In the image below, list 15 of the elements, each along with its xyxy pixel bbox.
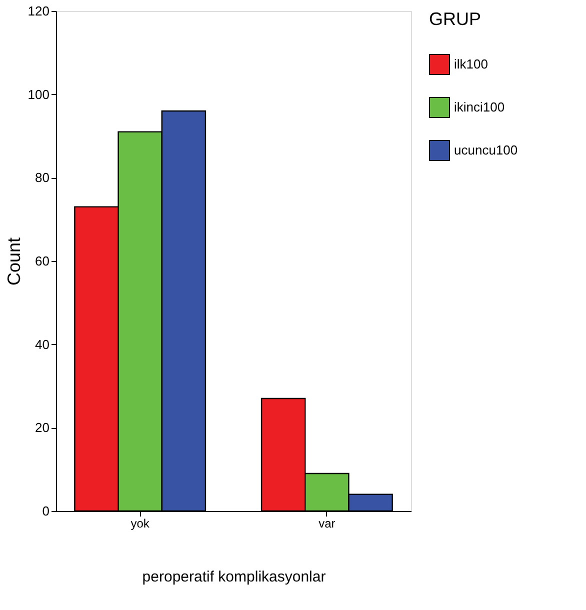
legend-label: ikinci100 [454, 100, 505, 114]
y-axis-title: Count [4, 237, 24, 286]
legend-label: ilk100 [454, 56, 488, 72]
x-tick-label: var [318, 516, 336, 530]
x-tick-label: yok [130, 516, 150, 530]
legend-title: GRUP [429, 9, 482, 29]
y-tick-label: 120 [28, 4, 50, 18]
y-tick-label: 0 [42, 504, 50, 518]
y-tick-label: 80 [35, 170, 50, 186]
y-tick-label: 60 [35, 254, 50, 268]
y-tick-label: 20 [35, 420, 50, 436]
legend-label: ucuncu100 [454, 142, 518, 158]
x-axis-title: peroperatif komplikasyonlar [142, 568, 326, 586]
y-tick-label: 100 [28, 86, 50, 102]
y-tick-label: 40 [35, 336, 50, 352]
